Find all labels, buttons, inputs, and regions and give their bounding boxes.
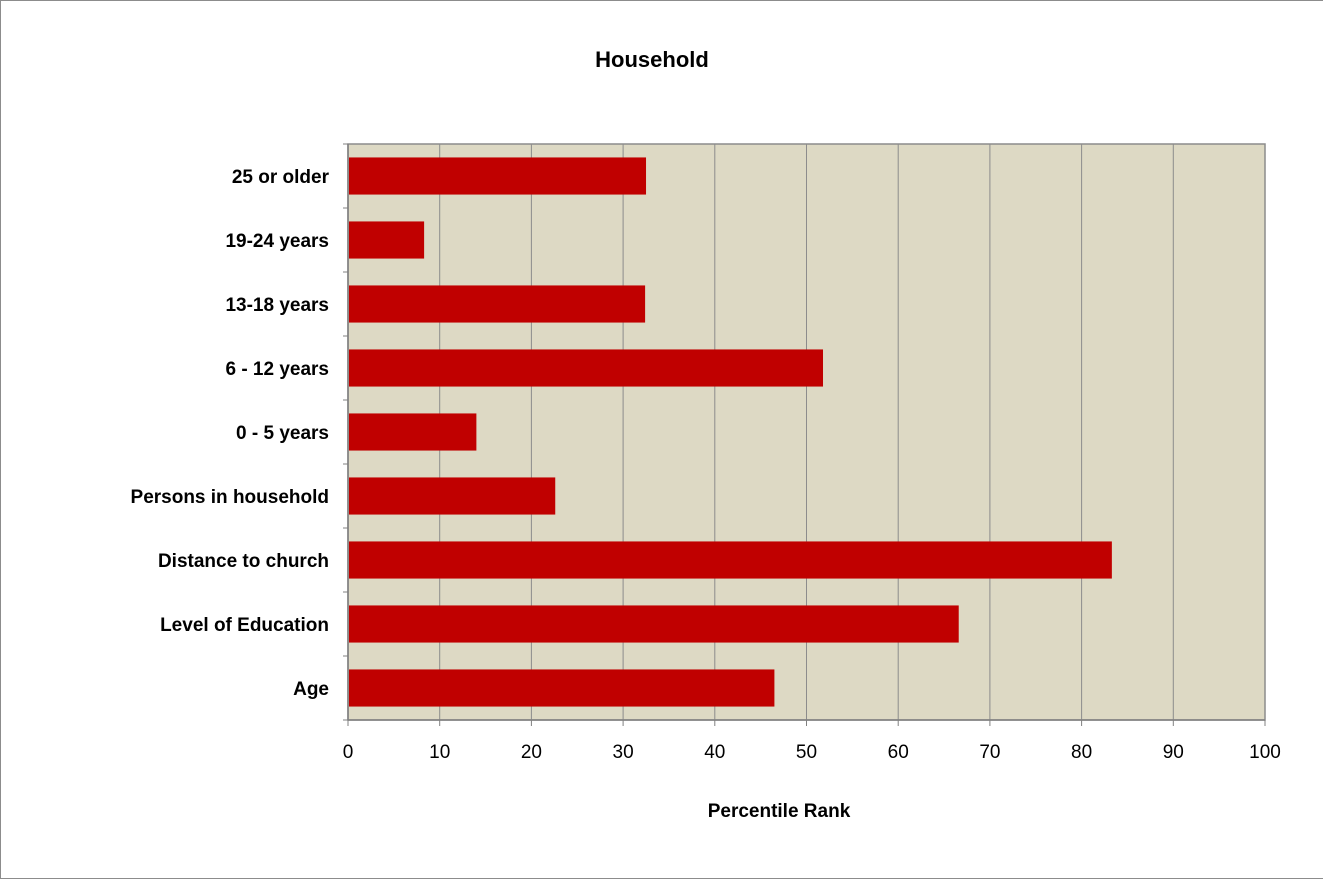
- category-label-6: Distance to church: [158, 551, 329, 572]
- x-tick-label-60: 60: [888, 742, 909, 763]
- category-label-1: 19-24 years: [225, 231, 329, 252]
- x-tick-label-0: 0: [343, 742, 354, 763]
- x-tick-label-30: 30: [613, 742, 634, 763]
- bars: [349, 157, 1112, 707]
- bar-0: [349, 157, 647, 195]
- bar-4: [349, 413, 477, 451]
- category-label-3: 6 - 12 years: [225, 359, 329, 380]
- axes: [343, 143, 1266, 726]
- chart-title: Household: [595, 47, 709, 72]
- x-tick-label-40: 40: [704, 742, 725, 763]
- category-label-4: 0 - 5 years: [236, 423, 329, 444]
- bar-6: [349, 541, 1112, 579]
- category-label-5: Persons in household: [131, 487, 329, 508]
- category-label-7: Level of Education: [160, 615, 329, 636]
- tick-labels: 0 10 20 30 40 50 60 70 80 90 100: [343, 742, 1281, 763]
- category-label-8: Age: [293, 679, 329, 700]
- x-tick-label-90: 90: [1163, 742, 1184, 763]
- category-labels: 25 or older 19-24 years 13-18 years 6 - 12 …: [131, 167, 330, 700]
- bar-8: [349, 669, 775, 707]
- bar-3: [349, 349, 824, 387]
- bar-2: [349, 285, 646, 323]
- x-tick-label-70: 70: [979, 742, 1000, 763]
- bar-5: [349, 477, 556, 515]
- category-label-0: 25 or older: [232, 167, 330, 188]
- x-axis-title: Percentile Rank: [708, 801, 851, 822]
- x-tick-label-50: 50: [796, 742, 817, 763]
- category-label-2: 13-18 years: [225, 295, 329, 316]
- x-tick-label-20: 20: [521, 742, 542, 763]
- x-tick-label-10: 10: [429, 742, 450, 763]
- bar-1: [349, 221, 425, 259]
- bar-7: [349, 605, 959, 643]
- x-tick-label-100: 100: [1249, 742, 1281, 763]
- x-tick-label-80: 80: [1071, 742, 1092, 763]
